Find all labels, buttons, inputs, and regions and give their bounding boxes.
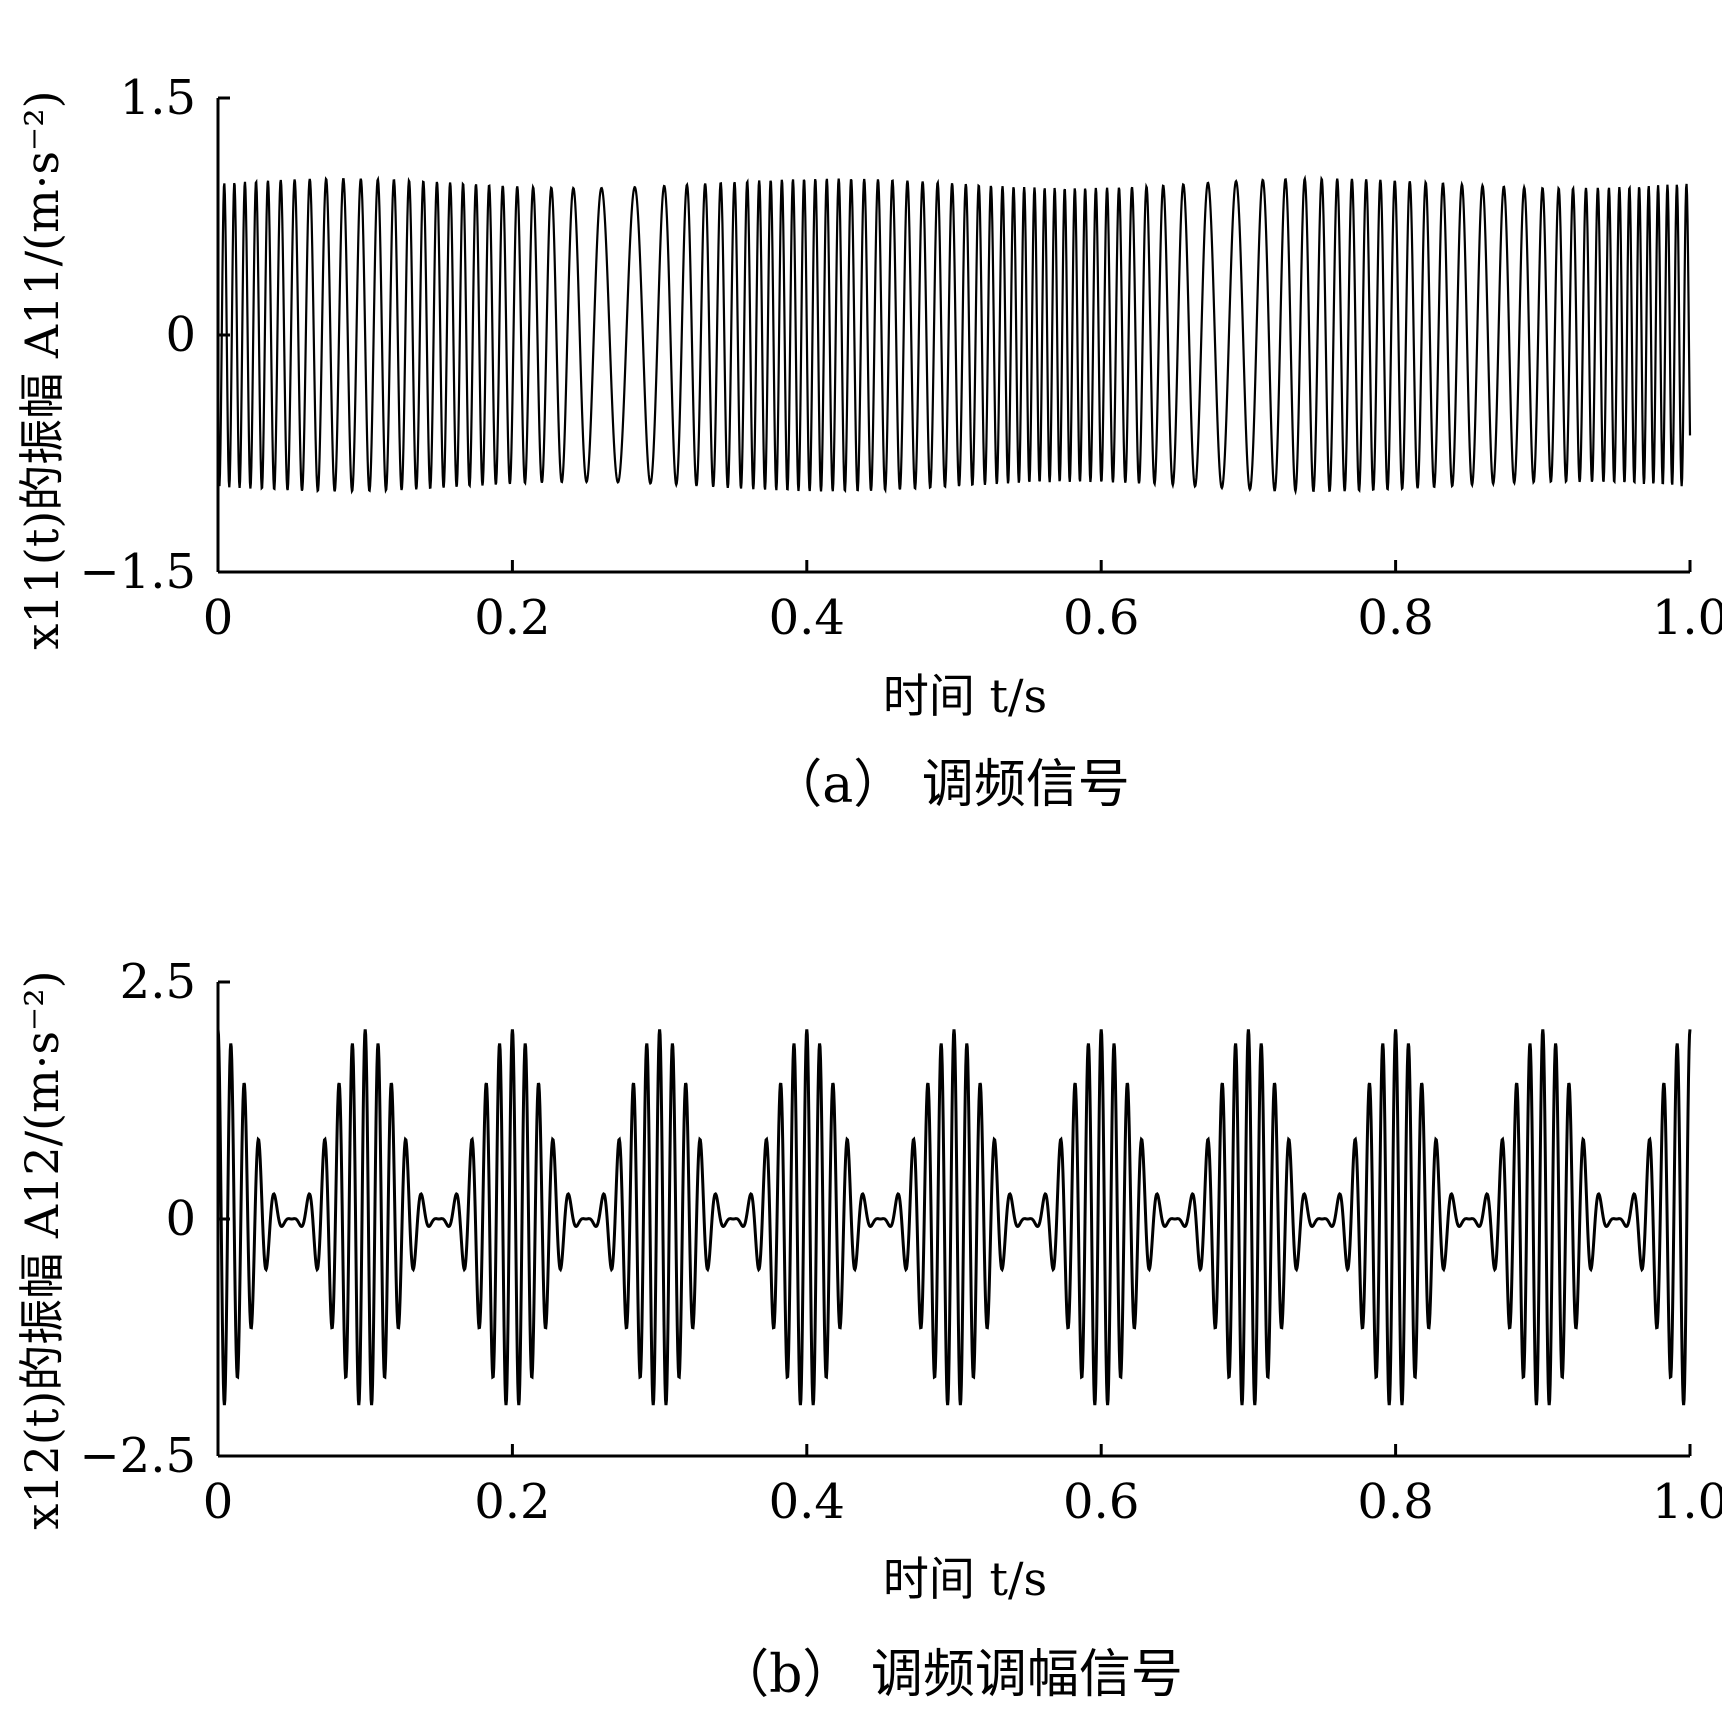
x-tick-label: 1.0: [1652, 590, 1722, 646]
panel-a-axes: [216, 96, 1692, 574]
x-tick-label: 0.8: [1357, 1474, 1433, 1530]
panel-b-signal-line: [216, 1029, 1692, 1406]
y-tick-label: −2.5: [79, 1428, 196, 1484]
panel-b-x-tick-labels: 0 0.2 0.4 0.6 0.8 1.0: [203, 1474, 1722, 1530]
panel-b-caption: （b） 调频调幅信号: [717, 1645, 1183, 1705]
x-tick-label: 0.6: [1063, 590, 1139, 646]
panel-a-frequency-modulated: −1.501.5 0 0.2 0.4 0.6 0.8 1.0 时间 t/s x11(t)的…: [15, 70, 1722, 815]
panel-a-signal-line: [216, 174, 1692, 496]
panel-a-y-tick-labels: −1.5 0 1.5: [79, 70, 196, 600]
y-tick-label: 0: [165, 1191, 196, 1247]
panel-b-x-axis-label: 时间 t/s: [883, 1552, 1047, 1606]
panel-a-caption: （a） 调频信号: [770, 755, 1130, 815]
x-tick-label: 0.8: [1357, 590, 1433, 646]
panel-a-y-axis-label: x11(t)的振幅 A11/(m·s⁻²): [15, 90, 69, 649]
x-tick-label: 0.2: [474, 590, 550, 646]
y-tick-label: −1.5: [79, 544, 196, 600]
x-tick-label: 0.4: [769, 590, 845, 646]
x-tick-label: 0: [203, 590, 234, 646]
x-tick-label: 0: [203, 1474, 234, 1530]
y-tick-label: 2.5: [120, 954, 196, 1010]
x-tick-label: 0.4: [769, 1474, 845, 1530]
y-tick-label: 1.5: [120, 70, 196, 126]
x-tick-label: 0.6: [1063, 1474, 1139, 1530]
panel-b-y-axis-label: x12(t)的振幅 A12/(m·s⁻²): [15, 970, 69, 1529]
panel-a-x-axis-label: 时间 t/s: [883, 669, 1047, 723]
panel-b-am-fm-signal: −2.502.5 0 0.2 0.4 0.6 0.8 1.0 时间 t/s x12(t)的…: [15, 954, 1722, 1705]
panel-b-y-tick-labels: −2.5 0 2.5: [79, 954, 196, 1484]
x-tick-label: 1.0: [1652, 1474, 1722, 1530]
y-tick-label: 0: [165, 307, 196, 363]
x-tick-label: 0.2: [474, 1474, 550, 1530]
panel-a-x-tick-labels: 0 0.2 0.4 0.6 0.8 1.0: [203, 590, 1722, 646]
